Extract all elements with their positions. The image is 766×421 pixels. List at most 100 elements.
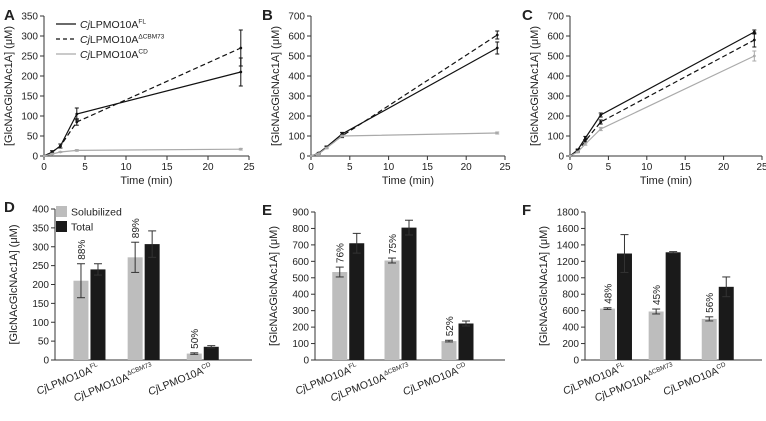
y-tick-label: 700 bbox=[288, 12, 305, 23]
percent-label: 52% bbox=[445, 316, 456, 336]
x-tick-label: 5 bbox=[347, 162, 353, 173]
label-main: LPMO10A bbox=[671, 365, 720, 394]
data-point bbox=[239, 46, 243, 50]
panel-a: A 0 50 100 150 200 250 300 350 0 5 10 15 20 25 Time (mi… bbox=[3, 7, 255, 187]
x-tick-label: 5 bbox=[82, 162, 88, 173]
y-axis-title: [GlcNAcGlcNAc1A] (μM) bbox=[270, 26, 282, 146]
label-main: LPMO10A bbox=[410, 365, 459, 394]
data-point bbox=[495, 131, 499, 135]
y-tick-label: 500 bbox=[547, 52, 564, 63]
legend-label-0: CjLPMO10AFL bbox=[80, 19, 146, 31]
y-tick-label: 100 bbox=[547, 132, 564, 143]
y-tick-label: 200 bbox=[32, 280, 49, 291]
y-tick-label: 400 bbox=[288, 72, 305, 83]
y-tick-label: 200 bbox=[547, 112, 564, 123]
y-tick-label: 350 bbox=[21, 12, 38, 23]
y-tick-label: 400 bbox=[292, 290, 309, 301]
bar-solubilized bbox=[701, 318, 717, 360]
label-prefix: Cj bbox=[80, 49, 91, 61]
data-point bbox=[239, 147, 243, 151]
x-tick-label: 15 bbox=[680, 162, 692, 173]
x-tick-label: 20 bbox=[461, 162, 473, 173]
y-tick-label: 1400 bbox=[557, 240, 580, 251]
x-tick-label: 20 bbox=[718, 162, 730, 173]
percent-label: 56% bbox=[705, 293, 716, 313]
bar-total bbox=[349, 243, 365, 360]
x-tick-label: 0 bbox=[567, 162, 573, 173]
data-point bbox=[599, 113, 603, 117]
y-tick-label: 400 bbox=[32, 205, 49, 216]
x-tick-label: 15 bbox=[161, 162, 173, 173]
bar-total bbox=[616, 253, 632, 360]
series-line-0 bbox=[43, 71, 241, 157]
label-main: LPMO10A bbox=[156, 365, 205, 394]
category-label: CjLPMO10ACD bbox=[401, 361, 469, 398]
y-tick-label: 600 bbox=[292, 257, 309, 268]
y-tick-label: 0 bbox=[558, 152, 564, 163]
y-tick-label: 400 bbox=[547, 72, 564, 83]
label-sup: CD bbox=[138, 49, 148, 56]
label-sup: ΔCBM73 bbox=[126, 361, 153, 377]
y-tick-label: 1800 bbox=[557, 208, 580, 219]
bar-solubilized bbox=[599, 308, 615, 360]
y-tick-label: 1200 bbox=[557, 257, 580, 268]
bar-total bbox=[203, 346, 219, 360]
data-point bbox=[576, 150, 580, 154]
y-tick-label: 600 bbox=[547, 32, 564, 43]
x-axis-title: Time (min) bbox=[382, 175, 434, 187]
data-point bbox=[599, 127, 603, 131]
panel-d: D 0 50 100 150 200 250 300 350 400 [GlcNAcGlcNAc1A… bbox=[4, 199, 252, 404]
label-sup: CD bbox=[455, 361, 467, 371]
series-line-1 bbox=[43, 47, 242, 157]
x-tick-label: 10 bbox=[120, 162, 132, 173]
y-tick-label: 600 bbox=[288, 32, 305, 43]
data-point bbox=[340, 134, 344, 138]
legend-label: Total bbox=[71, 222, 93, 234]
y-tick-label: 0 bbox=[299, 152, 305, 163]
x-tick-label: 25 bbox=[756, 162, 766, 173]
y-tick-label: 800 bbox=[292, 224, 309, 235]
percent-label: 50% bbox=[190, 329, 201, 349]
y-tick-label: 300 bbox=[288, 92, 305, 103]
bar-total bbox=[458, 323, 474, 360]
data-point bbox=[50, 152, 54, 156]
data-point bbox=[495, 33, 499, 37]
y-tick-label: 1600 bbox=[557, 224, 580, 235]
bar-solubilized bbox=[441, 341, 457, 360]
y-tick-label: 150 bbox=[21, 92, 38, 103]
x-tick-label: 0 bbox=[41, 162, 47, 173]
y-tick-label: 100 bbox=[288, 132, 305, 143]
y-axis-title: [GlcNAcGlcNAc1A] (μM) bbox=[529, 26, 541, 146]
y-tick-label: 400 bbox=[562, 323, 579, 334]
data-point bbox=[309, 154, 313, 158]
y-tick-label: 50 bbox=[38, 337, 50, 348]
y-axis-title: [GlcNAcGlcNAc1A] (μM) bbox=[538, 226, 550, 346]
label-sup: FL bbox=[615, 361, 625, 370]
x-tick-label: 25 bbox=[499, 162, 511, 173]
y-axis-title: [GlcNAcGlcNAc1A] (μM) bbox=[8, 224, 20, 344]
category-label: CjLPMO10ACD bbox=[146, 361, 214, 398]
data-point bbox=[752, 54, 756, 58]
legend-label-2: CjLPMO10ACD bbox=[80, 49, 148, 61]
y-axis-title: [GlcNAcGlcNAc1A] (μM) bbox=[268, 226, 280, 346]
x-axis-title: Time (min) bbox=[640, 175, 692, 187]
panel-f: F 0 200 400 600 800 1000 1200 1400 1600 1800 [GlcNA… bbox=[522, 202, 762, 404]
y-tick-label: 200 bbox=[21, 72, 38, 83]
y-tick-label: 350 bbox=[32, 223, 49, 234]
y-axis-title: [GlcNAcGlcNAc1A] (μM) bbox=[3, 26, 15, 146]
panel-label: F bbox=[522, 202, 531, 219]
panel-label: B bbox=[262, 7, 273, 24]
data-point bbox=[50, 150, 54, 154]
y-tick-label: 500 bbox=[288, 52, 305, 63]
label-sup: CD bbox=[716, 361, 728, 371]
panel-label: E bbox=[262, 202, 272, 219]
data-point bbox=[59, 150, 62, 154]
y-tick-label: 700 bbox=[547, 12, 564, 23]
y-tick-label: 250 bbox=[32, 261, 49, 272]
y-tick-label: 600 bbox=[562, 306, 579, 317]
y-tick-label: 200 bbox=[562, 339, 579, 350]
bar-total bbox=[144, 244, 160, 360]
x-tick-label: 5 bbox=[606, 162, 612, 173]
data-point bbox=[42, 154, 46, 158]
